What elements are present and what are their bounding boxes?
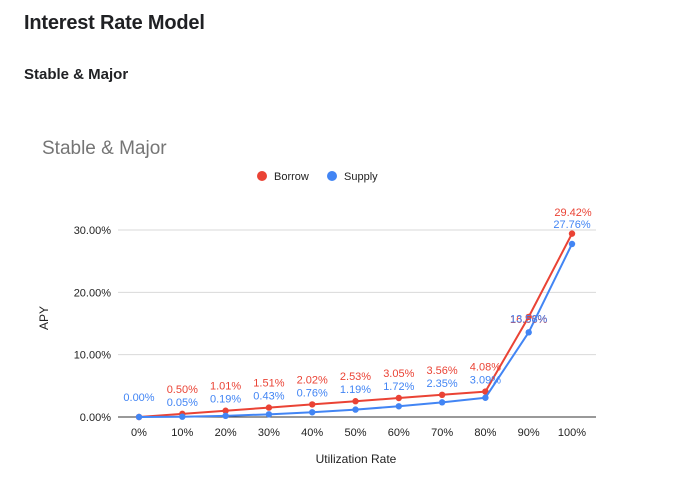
x-axis-ticks: 0% 10% 20% 30% 40% 50% 60% 70% 80% 90% 100%	[131, 427, 586, 439]
supply-point	[352, 406, 359, 413]
y-axis-label: APY	[37, 306, 51, 330]
borrow-data-label: 2.02%	[297, 374, 328, 386]
x-axis-label: Utilization Rate	[316, 452, 397, 466]
chart-legend: Borrow Supply	[257, 171, 378, 183]
x-tick-label: 70%	[431, 427, 453, 439]
borrow-point	[222, 407, 229, 414]
y-tick-label: 20.00%	[74, 287, 112, 299]
supply-point	[135, 413, 143, 421]
chart-series	[135, 230, 576, 421]
y-tick-label: 10.00%	[74, 350, 112, 362]
supply-data-label: 0.05%	[167, 397, 198, 409]
legend-marker-supply	[327, 171, 337, 181]
x-tick-label: 30%	[258, 427, 280, 439]
legend-label-supply: Supply	[344, 171, 378, 183]
supply-point	[525, 329, 532, 336]
y-axis-ticks: 0.00% 10.00% 20.00% 30.00%	[74, 225, 112, 424]
page-title: Interest Rate Model	[24, 12, 205, 34]
borrow-data-label: 4.08%	[470, 362, 501, 374]
supply-point	[222, 412, 229, 420]
borrow-point	[525, 313, 532, 321]
supply-data-label: 0.76%	[297, 387, 328, 399]
x-tick-label: 40%	[301, 427, 323, 439]
supply-data-label: 2.35%	[426, 378, 457, 390]
y-tick-label: 0.00%	[80, 412, 111, 424]
supply-data-label: 0.43%	[253, 391, 284, 403]
borrow-data-label: 29.42%	[554, 207, 592, 219]
x-tick-label: 20%	[215, 427, 237, 439]
borrow-data-label: 3.05%	[383, 368, 414, 380]
supply-data-label: 3.09%	[470, 375, 501, 387]
x-tick-label: 50%	[344, 427, 366, 439]
supply-data-label: 1.19%	[340, 384, 371, 396]
x-tick-label: 80%	[474, 427, 496, 439]
section-title: Stable & Major	[24, 66, 129, 83]
legend-label-borrow: Borrow	[274, 171, 309, 183]
x-tick-label: 90%	[518, 427, 540, 439]
supply-data-label: 1.72%	[383, 381, 414, 393]
supply-data-label: 0.00%	[123, 392, 154, 404]
supply-data-label: 27.76%	[553, 219, 591, 231]
borrow-data-label: 1.01%	[210, 381, 241, 393]
borrow-point	[438, 391, 446, 399]
y-tick-label: 30.00%	[74, 225, 112, 237]
borrow-point	[482, 388, 489, 395]
supply-point	[482, 394, 489, 401]
legend-marker-borrow	[257, 171, 267, 181]
supply-data-label: 0.19%	[210, 394, 241, 406]
borrow-point	[352, 398, 359, 405]
borrow-point	[265, 404, 273, 411]
data-labels: 0.00% 0.50%0.05% 1.01%0.19% 1.51%0.43% 2.02%…	[123, 207, 591, 409]
supply-point	[265, 411, 273, 418]
borrow-data-label: 2.53%	[340, 371, 371, 383]
x-tick-label: 60%	[388, 427, 410, 439]
borrow-data-label: 0.50%	[167, 384, 198, 396]
borrow-point	[568, 230, 576, 237]
borrow-point	[309, 401, 316, 408]
x-tick-label: 10%	[171, 427, 193, 439]
supply-point	[309, 409, 316, 416]
x-tick-label: 0%	[131, 427, 147, 439]
supply-point	[438, 399, 446, 406]
supply-data-label: 13.58%	[510, 313, 548, 325]
borrow-point	[395, 394, 402, 402]
x-tick-label: 100%	[558, 427, 586, 439]
borrow-data-label: 16.06%	[510, 314, 548, 326]
borrow-data-label: 3.56%	[426, 365, 457, 377]
supply-point	[179, 413, 186, 420]
supply-point	[568, 240, 576, 248]
chart-title: Stable & Major	[42, 138, 167, 159]
borrow-data-label: 1.51%	[253, 378, 284, 390]
supply-point	[395, 403, 402, 410]
